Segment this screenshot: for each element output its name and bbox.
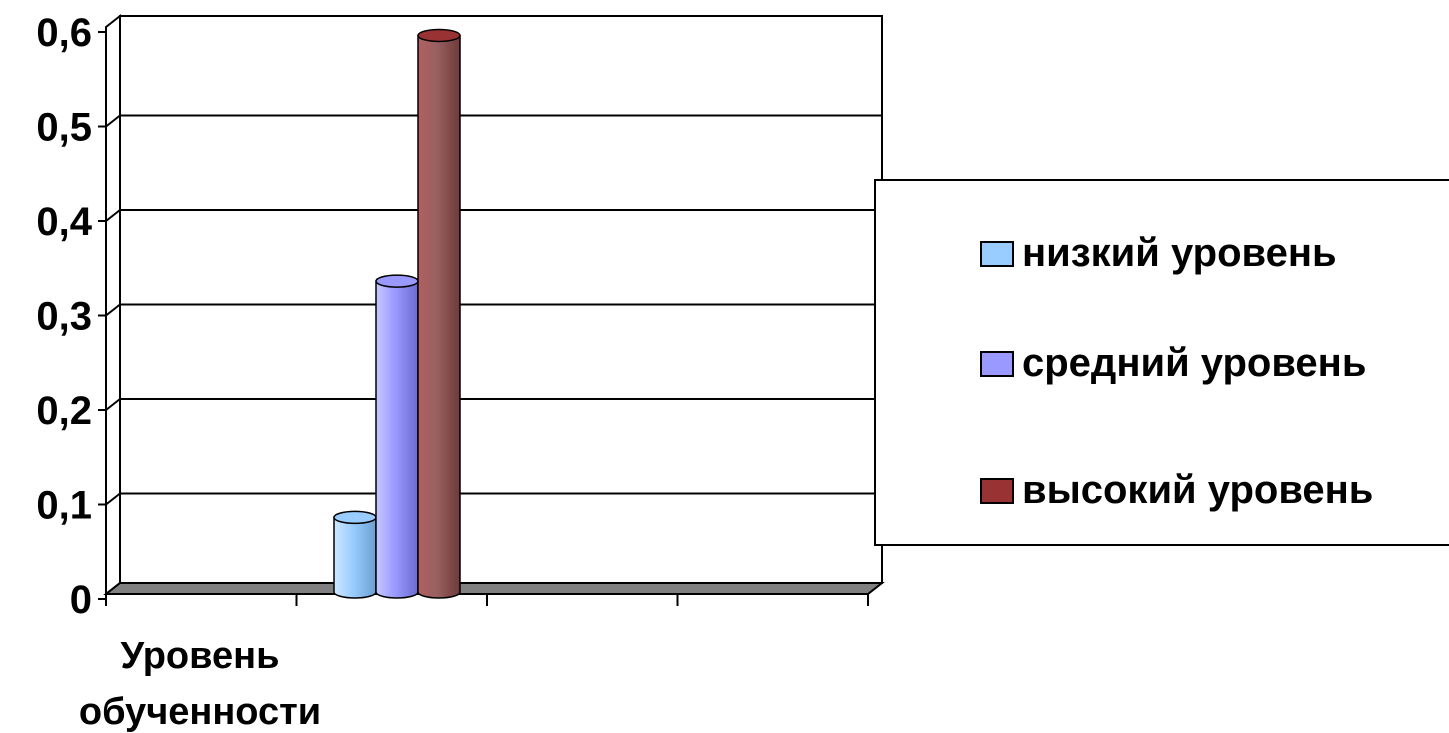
floor [103, 582, 885, 595]
bar-top [333, 510, 377, 525]
bar-high [417, 28, 461, 599]
y-tick-label: 0,1 [36, 484, 92, 528]
bar-medium [375, 274, 419, 599]
bar-top [375, 274, 419, 288]
legend-swatch-medium [980, 350, 1014, 377]
y-tick-label: 0,6 [36, 11, 92, 55]
y-tick-label: 0,2 [36, 389, 92, 433]
bar-body [375, 280, 419, 599]
legend-label-medium: средний уровень [1022, 341, 1367, 385]
gridline-depth [105, 492, 121, 506]
bar-body [417, 34, 461, 599]
legend-label-low: низкий уровень [1022, 231, 1337, 275]
gridline-depth [105, 114, 121, 128]
legend-item-low: низкий уровень [980, 231, 1337, 276]
y-tick-label: 0,3 [36, 295, 92, 339]
gridline-depth [105, 398, 121, 411]
bars [333, 28, 461, 599]
legend-item-high: высокий уровень [980, 468, 1373, 513]
y-tick-label: 0,5 [36, 106, 92, 150]
bar-low [333, 510, 377, 599]
legend-label-high: высокий уровень [1022, 468, 1374, 512]
legend-item-medium: средний уровень [980, 341, 1366, 386]
plot-area [98, 13, 885, 606]
gridline-depth [105, 303, 121, 317]
legend-swatch-high [980, 477, 1014, 504]
bar-body [333, 516, 377, 599]
y-tick-label: 0 [70, 578, 92, 622]
back-wall [119, 15, 883, 584]
axis-labels: 0 0,1 0,2 0,3 0,4 0,5 0,6 Уровень обученности [36, 11, 321, 733]
legend-swatch-low [980, 240, 1014, 267]
x-category-label: обученности [79, 691, 321, 733]
y-tick-label: 0,4 [36, 200, 92, 244]
gridline-depth [105, 209, 121, 222]
legend: низкий уровень средний уровень высокий у… [874, 179, 1449, 546]
x-category-label: Уровень [121, 635, 280, 677]
bar-top [417, 28, 461, 43]
